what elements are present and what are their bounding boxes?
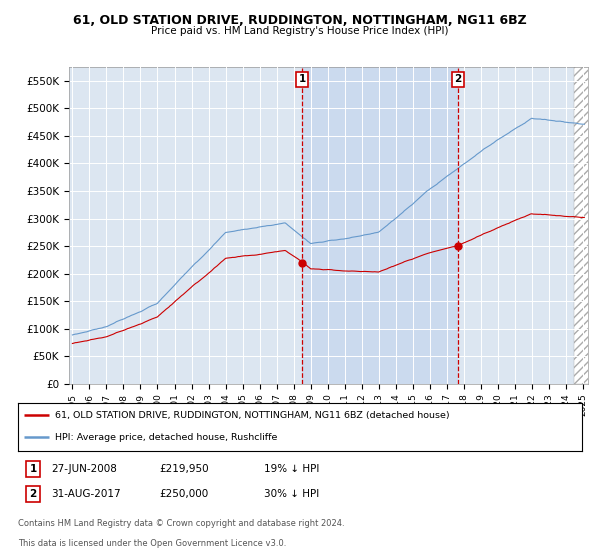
Text: £250,000: £250,000 — [159, 489, 208, 499]
Text: 31-AUG-2017: 31-AUG-2017 — [51, 489, 121, 499]
Text: 1: 1 — [298, 74, 305, 85]
Text: 30% ↓ HPI: 30% ↓ HPI — [264, 489, 319, 499]
Text: 2: 2 — [454, 74, 461, 85]
Text: 19% ↓ HPI: 19% ↓ HPI — [264, 464, 319, 474]
Bar — [574, 67, 592, 384]
Text: 2: 2 — [29, 489, 37, 499]
Text: 61, OLD STATION DRIVE, RUDDINGTON, NOTTINGHAM, NG11 6BZ (detached house): 61, OLD STATION DRIVE, RUDDINGTON, NOTTI… — [55, 410, 449, 419]
Text: 61, OLD STATION DRIVE, RUDDINGTON, NOTTINGHAM, NG11 6BZ: 61, OLD STATION DRIVE, RUDDINGTON, NOTTI… — [73, 14, 527, 27]
Text: £219,950: £219,950 — [159, 464, 209, 474]
Text: 1: 1 — [29, 464, 37, 474]
Text: HPI: Average price, detached house, Rushcliffe: HPI: Average price, detached house, Rush… — [55, 433, 277, 442]
Text: Price paid vs. HM Land Registry's House Price Index (HPI): Price paid vs. HM Land Registry's House … — [151, 26, 449, 36]
Text: This data is licensed under the Open Government Licence v3.0.: This data is licensed under the Open Gov… — [18, 539, 286, 548]
Text: Contains HM Land Registry data © Crown copyright and database right 2024.: Contains HM Land Registry data © Crown c… — [18, 519, 344, 528]
Bar — [302, 67, 458, 384]
Text: 27-JUN-2008: 27-JUN-2008 — [51, 464, 117, 474]
